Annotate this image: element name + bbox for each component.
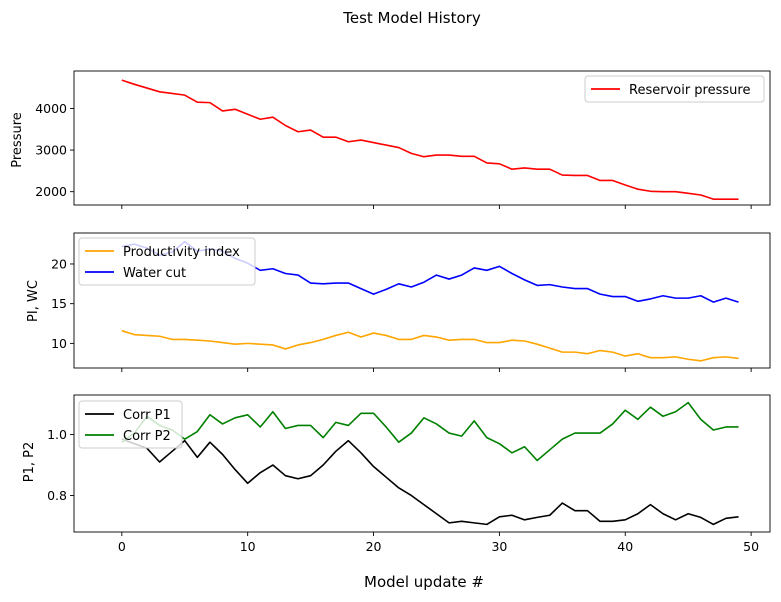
p1-p2-legend-box (78, 400, 183, 449)
p1-p2-legend: Corr P1 Corr P2 (78, 400, 183, 449)
pressure-ytick-label: 3000 (35, 143, 67, 158)
pi-wc-ylabel: PI, WC (26, 280, 41, 322)
pi-wc-ytick-label: 15 (51, 296, 67, 311)
pressure-series-line-0 (121, 79, 739, 200)
p1-p2-xtick-label: 50 (743, 539, 759, 554)
pressure-plot-area: 2000 3000 4000 Reservoir pressure (35, 70, 771, 209)
pressure-ytick-label: 4000 (35, 101, 67, 116)
x-axis-label: Model update # (364, 573, 484, 591)
p1-p2-xtick-label: 20 (366, 539, 382, 554)
pressure-ylabel: Pressure (10, 112, 25, 168)
p1-p2-xtick-label: 40 (617, 539, 633, 554)
pi-wc-ytick-label: 10 (51, 336, 67, 351)
p1-p2-ytick-label: 0.8 (47, 488, 67, 503)
p1-p2-series-line-1 (121, 401, 739, 462)
pressure-legend-box (584, 75, 765, 103)
pressure-panel: 2000 3000 4000 Reservoir pressure Pressure (10, 70, 771, 209)
p1-p2-legend-label: Corr P2 (123, 429, 171, 444)
pi-wc-legend-label: Water cut (123, 266, 186, 281)
pi-wc-legend: Productivity index Water cut (78, 237, 256, 286)
p1-p2-ytick-label: 1.0 (47, 427, 67, 442)
p1-p2-series-line-0 (121, 438, 739, 526)
pi-wc-panel: 10 15 20 Productivity index Water cut PI, WC (26, 232, 771, 372)
pressure-legend: Reservoir pressure (584, 75, 765, 103)
p1-p2-xtick-label: 0 (118, 539, 126, 554)
p1-p2-ylabel: P1, P2 (22, 442, 37, 483)
pressure-frame (73, 70, 771, 206)
pi-wc-legend-box (78, 237, 256, 286)
pi-wc-ytick-label: 20 (51, 256, 67, 271)
p1-p2-panel: 0 10 20 30 40 50 0.8 1.0 Corr P1 Corr P2 P1, P2 (22, 394, 771, 554)
pressure-ytick-label: 2000 (35, 184, 67, 199)
pi-wc-series-line-0 (121, 329, 739, 362)
p1-p2-xtick-label: 30 (491, 539, 507, 554)
p1-p2-plot-area: 0 10 20 30 40 50 0.8 1.0 Corr P1 Corr P2 (47, 394, 771, 554)
p1-p2-frame (73, 394, 771, 533)
p1-p2-legend-label: Corr P1 (123, 408, 171, 423)
pi-wc-legend-label: Productivity index (123, 245, 240, 260)
figure-title: Test Model History (342, 9, 481, 27)
p1-p2-xtick-label: 10 (240, 539, 256, 554)
pressure-legend-label: Reservoir pressure (629, 83, 750, 98)
pi-wc-frame (73, 232, 771, 369)
pi-wc-plot-area: 10 15 20 Productivity index Water cut (51, 232, 771, 372)
